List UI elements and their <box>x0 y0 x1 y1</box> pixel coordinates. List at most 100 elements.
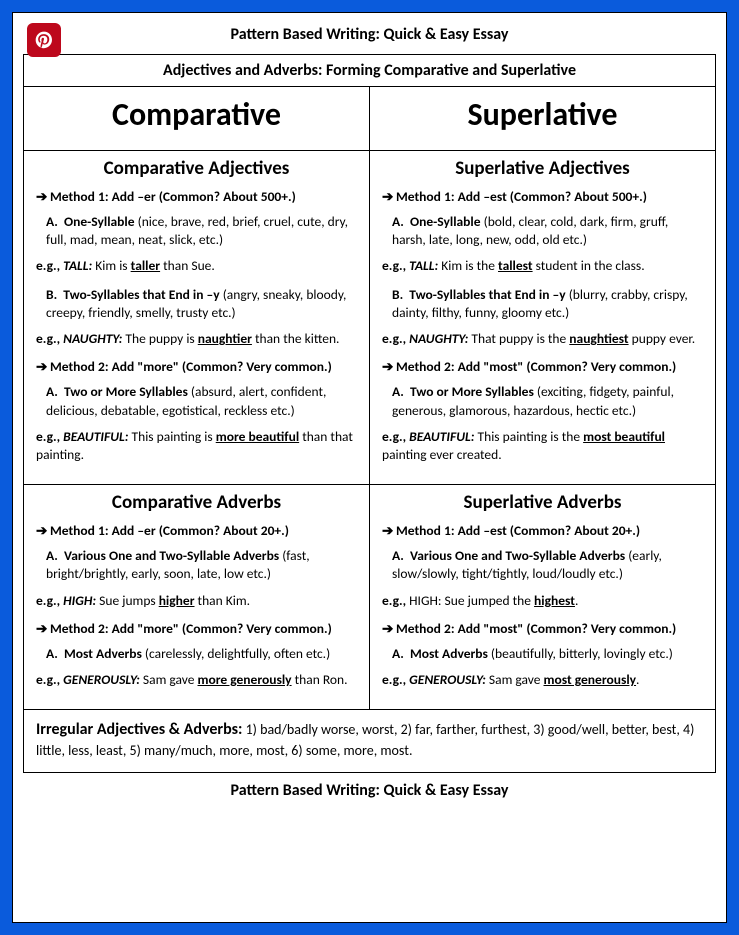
comp-adj-a1: A. One-Syllable (nice, brave, red, brief… <box>46 213 357 249</box>
comp-adj-eg3: e.g., BEAUTIFUL: This painting is more b… <box>36 428 357 464</box>
eg-word: BEAUTIFUL: <box>63 428 128 445</box>
eg-label: e.g., <box>36 671 60 688</box>
eg-ul: tallest <box>498 257 533 274</box>
arrow-icon: ➔ <box>382 620 396 637</box>
sup-adj-eg2: e.g., NAUGHTY: That puppy is the naughti… <box>382 330 703 348</box>
lead: Various One and Two-Syllable Adverbs <box>410 547 625 564</box>
comp-adj-eg1: e.g., TALL: Kim is taller than Sue. <box>36 257 357 275</box>
letter: A. <box>392 383 404 400</box>
eg-ul: more generously <box>198 671 292 688</box>
eg-label: e.g., <box>382 592 406 609</box>
comp-adj-m2: ➔Method 2: Add "more" (Common? Very comm… <box>36 358 357 375</box>
comparative-adverbs-cell: Comparative Adverbs ➔Method 1: Add –er (… <box>24 485 370 709</box>
letter: A. <box>392 547 404 564</box>
main-table: Adjectives and Adverbs: Forming Comparat… <box>23 54 716 773</box>
sup-adj-m2: ➔Method 2: Add "most" (Common? Very comm… <box>382 358 703 375</box>
sup-adj-m1-text: Method 1: Add –est (Common? About 500+.) <box>396 188 647 205</box>
sup-adv-a1: A. Various One and Two-Syllable Adverbs … <box>392 547 703 583</box>
irregular-cell: Irregular Adjectives & Adverbs: 1) bad/b… <box>24 710 715 771</box>
sup-adj-a1: A. One-Syllable (bold, clear, cold, dark… <box>392 213 703 249</box>
lead: One-Syllable <box>64 213 135 230</box>
eg-ul: most beautiful <box>583 428 665 445</box>
eg-label: e.g., <box>382 671 406 688</box>
eg-post: painting ever created. <box>382 446 502 463</box>
comp-adv-eg1: e.g., HIGH: Sue jumps higher than Kim. <box>36 592 357 610</box>
eg-word: GENEROUSLY: <box>63 671 140 688</box>
superlative-adjectives-cell: Superlative Adjectives ➔Method 1: Add –e… <box>370 151 715 484</box>
sup-adv-eg1: e.g., HIGH: Sue jumped the highest. <box>382 592 703 610</box>
eg-word: HIGH: <box>63 592 96 609</box>
eg-pre: Sam gave <box>486 671 544 688</box>
eg-pre: This painting is <box>128 428 215 445</box>
arrow-icon: ➔ <box>36 522 50 539</box>
irregular-heading: Irregular Adjectives & Adverbs: <box>36 720 242 739</box>
eg-label: e.g., <box>36 257 60 274</box>
eg-label: e.g., <box>382 257 406 274</box>
col-head-left: Comparative <box>24 87 370 150</box>
comp-adj-b1: B. Two-Syllables that End in –y (angry, … <box>46 286 357 322</box>
eg-pre: The puppy is <box>122 330 197 347</box>
letter: A. <box>46 547 58 564</box>
sup-adv-m2: ➔Method 2: Add "most" (Common? Very comm… <box>382 620 703 637</box>
arrow-icon: ➔ <box>36 620 50 637</box>
lead: Various One and Two-Syllable Adverbs <box>64 547 279 564</box>
comp-adv-m2-text: Method 2: Add "more" (Common? Very commo… <box>50 620 332 637</box>
sup-adj-a2: A. Two or More Syllables (exciting, fidg… <box>392 383 703 419</box>
comp-adj-eg2: e.g., NAUGHTY: The puppy is naughtier th… <box>36 330 357 348</box>
rest: (carelessly, delightfully, often etc.) <box>142 645 330 662</box>
eg-label: e.g., <box>36 592 60 609</box>
sup-adj-eg1: e.g., TALL: Kim is the tallest student i… <box>382 257 703 275</box>
lead: Two-Syllables that End in –y <box>409 286 565 303</box>
letter: B. <box>46 286 57 303</box>
pinterest-icon <box>34 30 54 50</box>
comp-adj-m2-text: Method 2: Add "more" (Common? Very commo… <box>50 358 332 375</box>
eg-pre: This painting is the <box>474 428 583 445</box>
letter: A. <box>46 213 58 230</box>
sup-adv-heading: Superlative Adverbs <box>382 491 703 514</box>
comp-adv-eg2: e.g., GENEROUSLY: Sam gave more generous… <box>36 671 357 689</box>
lead: Most Adverbs <box>410 645 488 662</box>
letter: A. <box>392 213 404 230</box>
col-head-comparative: Comparative <box>36 93 357 140</box>
arrow-icon: ➔ <box>382 358 396 375</box>
eg-word: TALL: <box>63 257 92 274</box>
eg-post: than the kitten. <box>252 330 340 347</box>
eg-ul: most generously <box>544 671 637 688</box>
eg-post: . <box>575 592 578 609</box>
arrow-icon: ➔ <box>36 358 50 375</box>
sup-adj-m1: ➔Method 1: Add –est (Common? About 500+.… <box>382 188 703 205</box>
lead: One-Syllable <box>410 213 481 230</box>
comp-adv-m1: ➔Method 1: Add –er (Common? About 20+.) <box>36 522 357 539</box>
arrow-icon: ➔ <box>36 188 50 205</box>
eg-pre: Kim is <box>92 257 130 274</box>
sup-adv-eg2: e.g., GENEROUSLY: Sam gave most generous… <box>382 671 703 689</box>
lead: Most Adverbs <box>64 645 142 662</box>
col-head-superlative: Superlative <box>382 93 703 140</box>
eg-post: than Kim. <box>195 592 251 609</box>
sup-adj-eg3: e.g., BEAUTIFUL: This painting is the mo… <box>382 428 703 464</box>
eg-ul: naughtiest <box>569 330 628 347</box>
subtitle: Adjectives and Adverbs: Forming Comparat… <box>24 55 715 86</box>
eg-pre: Kim is the <box>438 257 498 274</box>
letter: A. <box>46 383 58 400</box>
eg-word: TALL: <box>409 257 438 274</box>
sup-adj-heading: Superlative Adjectives <box>382 157 703 180</box>
comp-adj-heading: Comparative Adjectives <box>36 157 357 180</box>
eg-pre: HIGH: Sue jumped the <box>409 592 534 609</box>
pinterest-badge[interactable] <box>27 23 61 57</box>
letter: B. <box>392 286 403 303</box>
comp-adv-a2: A. Most Adverbs (carelessly, delightfull… <box>46 645 357 663</box>
eg-label: e.g., <box>36 330 60 347</box>
eg-ul: more beautiful <box>216 428 299 445</box>
arrow-icon: ➔ <box>382 188 396 205</box>
eg-post: student in the class. <box>533 257 645 274</box>
eg-word: NAUGHTY: <box>409 330 468 347</box>
letter: A. <box>392 645 404 662</box>
eg-ul: naughtier <box>198 330 252 347</box>
lead: Two or More Syllables <box>64 383 188 400</box>
col-head-right: Superlative <box>370 87 715 150</box>
adjectives-row: Comparative Adjectives ➔Method 1: Add –e… <box>24 151 715 485</box>
eg-ul: taller <box>131 257 160 274</box>
eg-word: NAUGHTY: <box>63 330 122 347</box>
subtitle-row: Adjectives and Adverbs: Forming Comparat… <box>24 55 715 87</box>
